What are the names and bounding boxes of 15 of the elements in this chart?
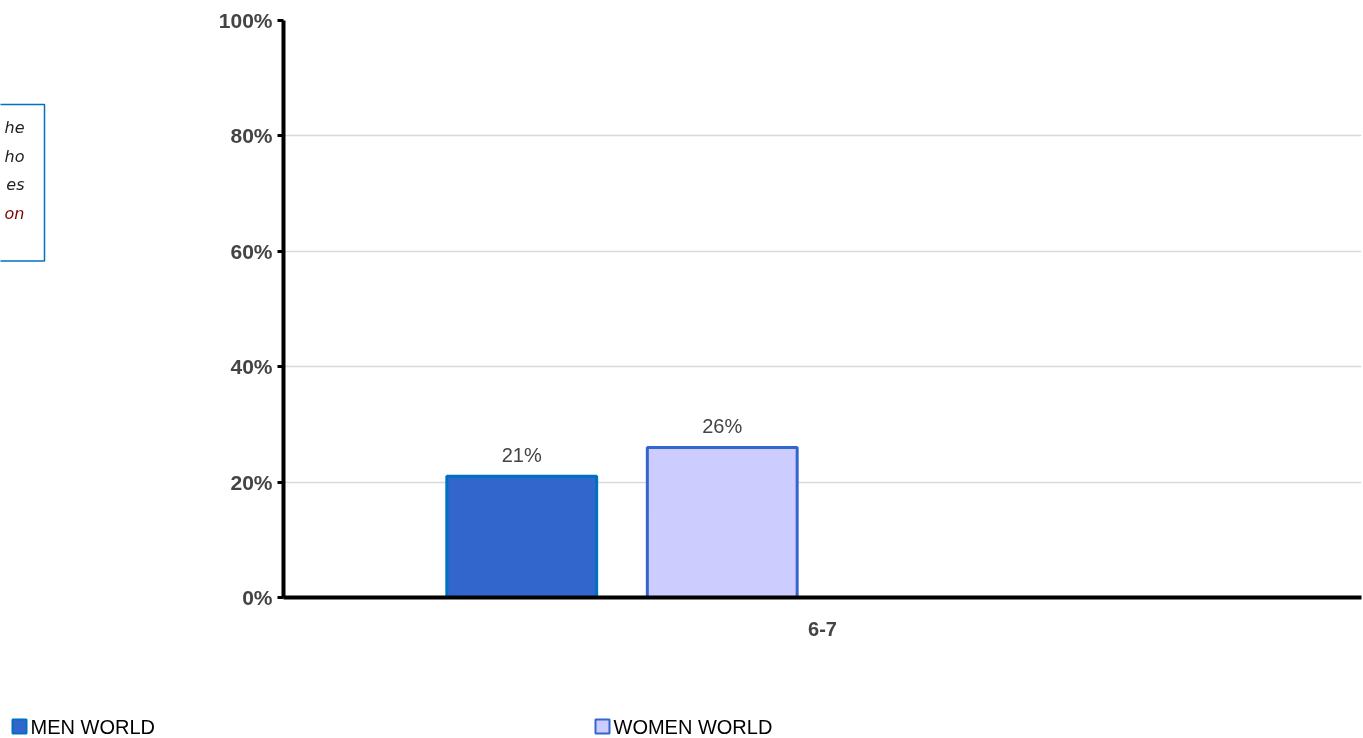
data-label: 26% xyxy=(702,415,743,438)
text: ho xyxy=(4,146,25,166)
y-tick-label: 40% xyxy=(230,355,273,379)
legend-label: MEN WORLD xyxy=(30,715,155,738)
y-tick-label: 60% xyxy=(230,239,273,263)
y-tick-label: 20% xyxy=(230,470,273,494)
text: he xyxy=(4,117,25,137)
y-tick-label: 0% xyxy=(242,586,273,609)
text: es xyxy=(6,175,25,195)
x-tick-label: 6-7 xyxy=(808,617,837,640)
y-tick-label: 100% xyxy=(218,9,273,32)
legend-label: WOMEN WORLD xyxy=(613,715,773,738)
text: on xyxy=(4,204,25,224)
data-label: 21% xyxy=(501,444,542,467)
y-tick-label: 80% xyxy=(230,124,273,148)
